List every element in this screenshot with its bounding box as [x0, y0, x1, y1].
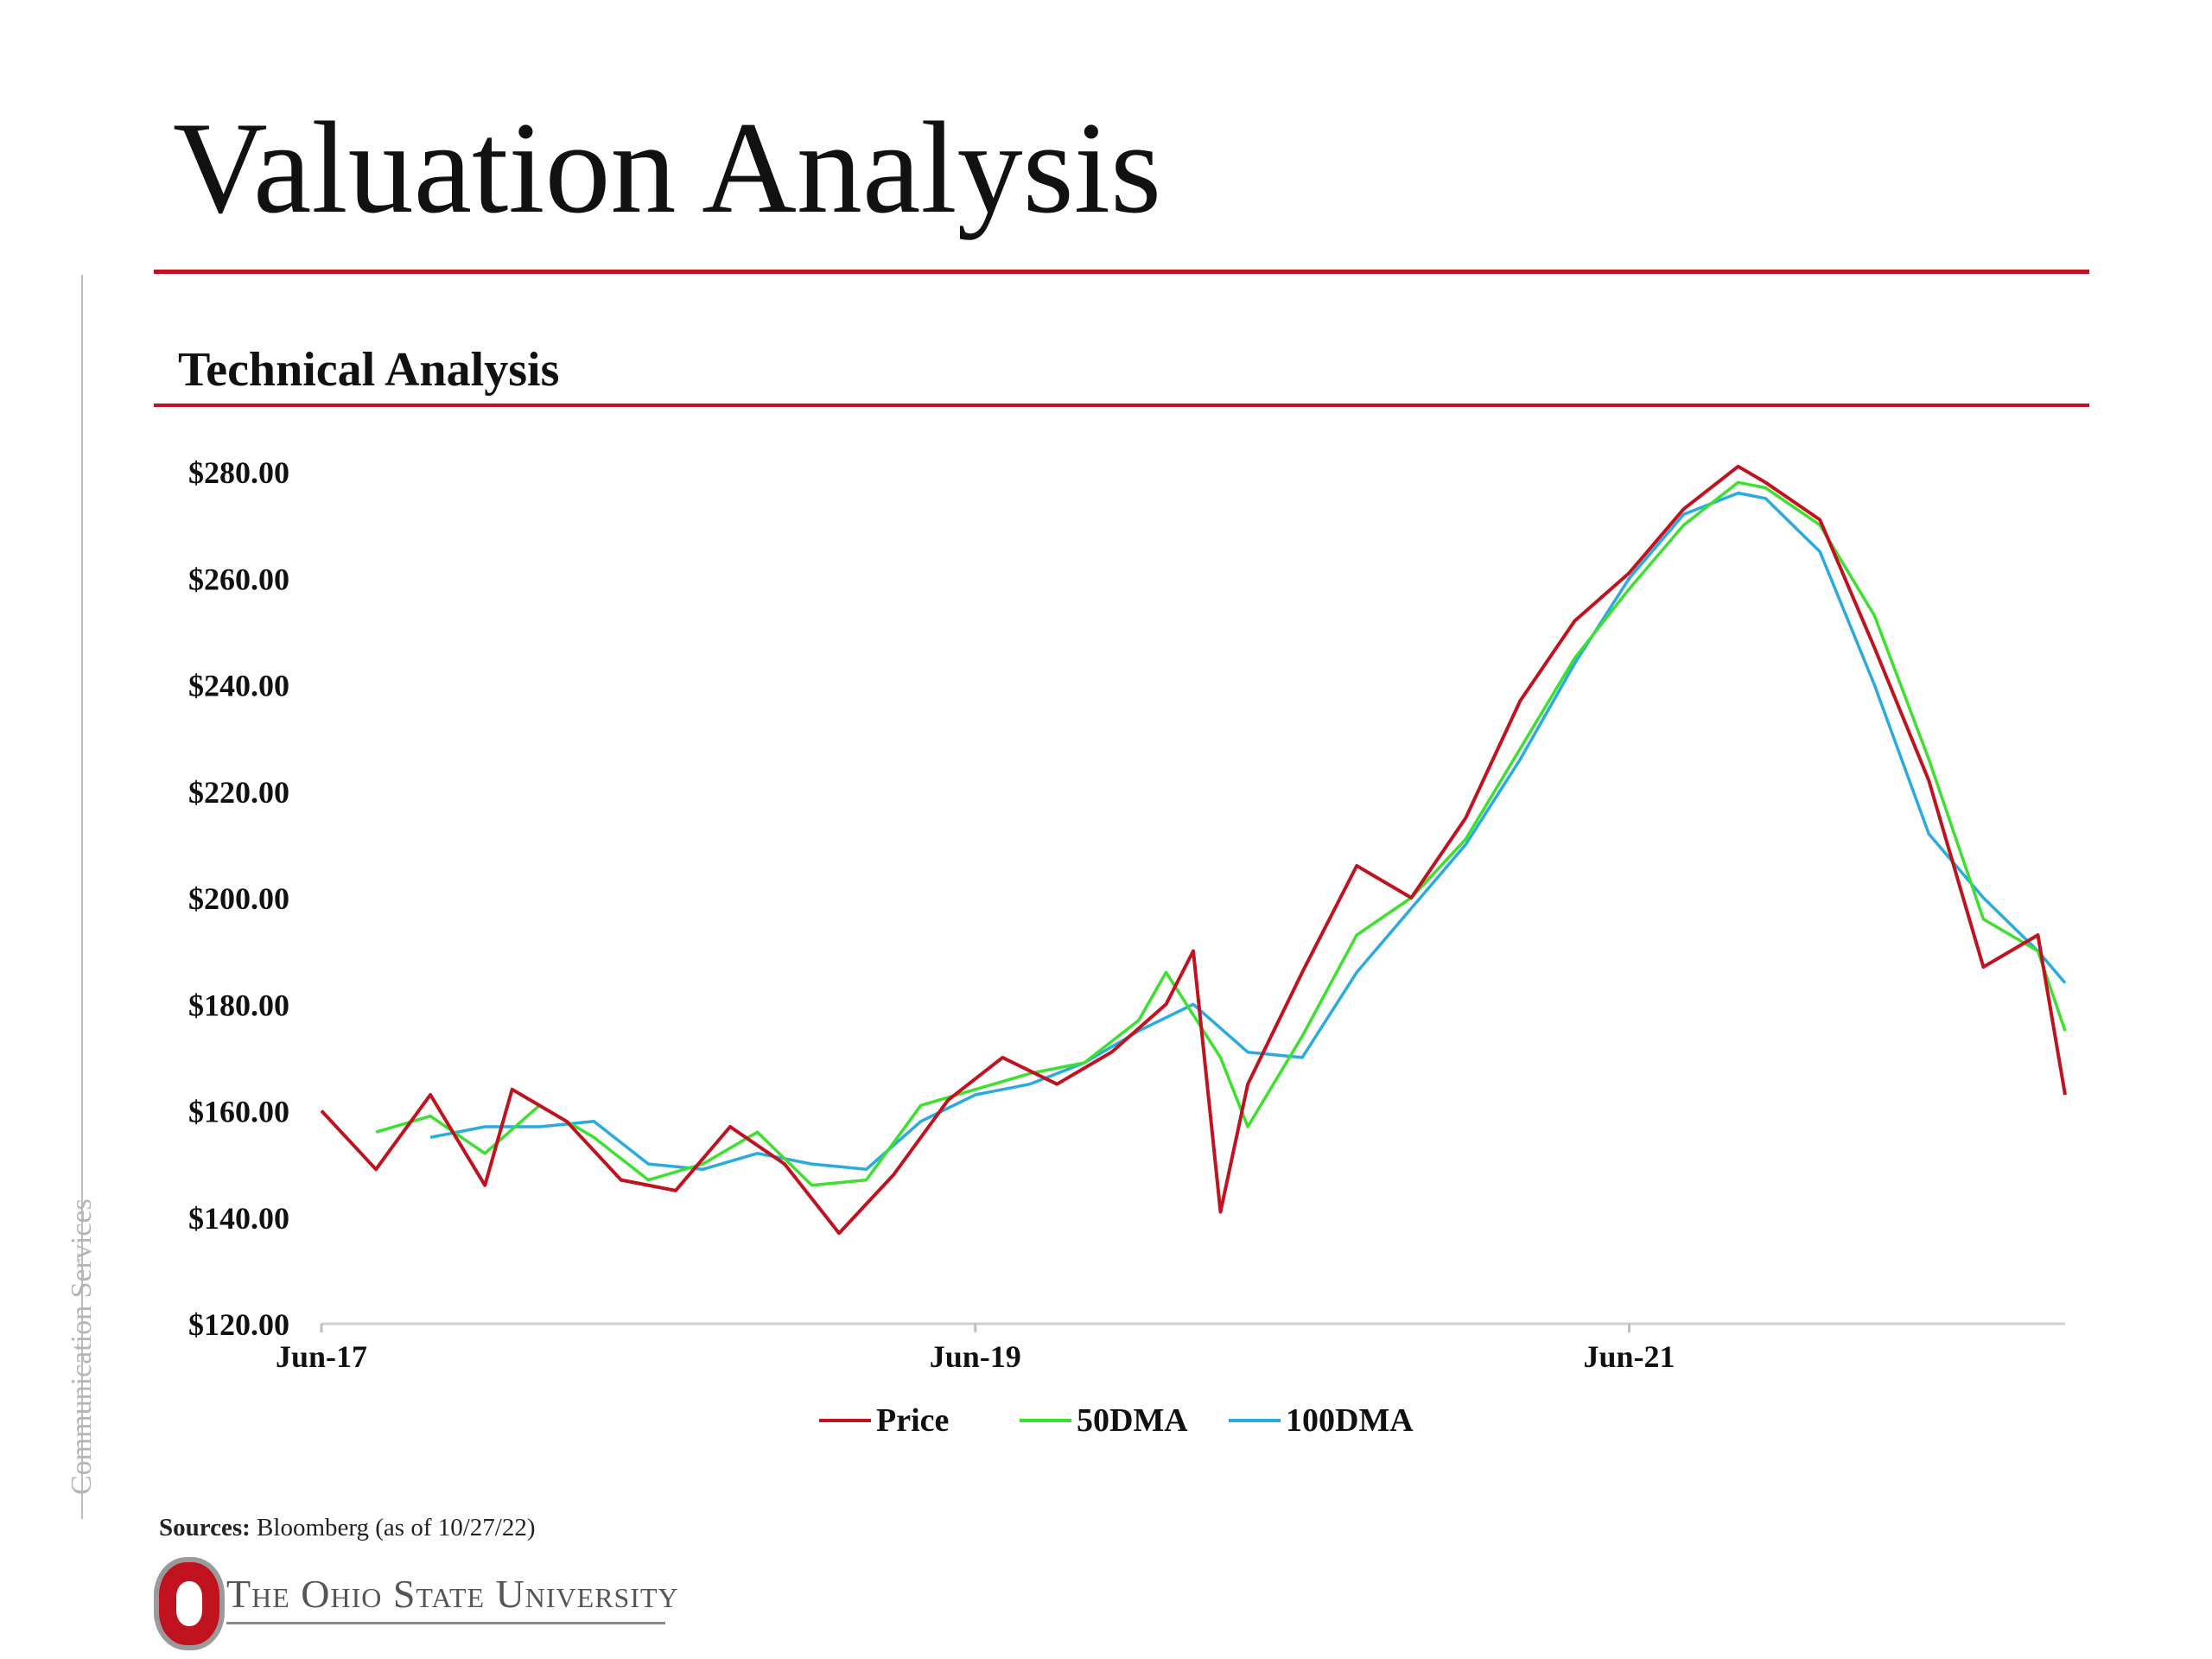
x-tick-label: Jun-19	[930, 1339, 1021, 1374]
legend-label-50dma: 50DMA	[1077, 1402, 1188, 1439]
y-tick-label: $280.00	[188, 455, 289, 490]
y-tick-label: $160.00	[188, 1095, 289, 1129]
legend: Price 50DMA 100DMA	[819, 1402, 1414, 1439]
y-tick-label: $120.00	[188, 1307, 289, 1342]
sources-note: Sources: Bloomberg (as of 10/27/22)	[159, 1514, 536, 1542]
y-tick-label: $240.00	[188, 669, 289, 703]
series-line-50dma	[375, 480, 2067, 1187]
series-line-100dma	[429, 491, 2067, 1172]
page-title: Valuation Analysis	[173, 95, 1162, 240]
university-label: The Ohio State University	[226, 1572, 679, 1616]
technical-analysis-chart: $120.00 $140.00 $160.00 $180.00 $200.00 $220.…	[188, 455, 2067, 1439]
x-axis: Jun-17 Jun-19 Jun-21	[276, 1324, 1675, 1374]
x-tick-label: Jun-21	[1583, 1339, 1675, 1374]
section-subtitle: Technical Analysis	[178, 343, 560, 397]
university-underline	[226, 1622, 665, 1624]
y-tick-label: $200.00	[188, 881, 289, 916]
title-divider	[154, 270, 2089, 274]
plot-area	[320, 464, 2067, 1236]
x-tick-label: Jun-17	[276, 1339, 367, 1374]
sources-text: Bloomberg (as of 10/27/22)	[257, 1514, 536, 1541]
y-tick-label: $140.00	[188, 1201, 289, 1236]
sources-label: Sources:	[159, 1514, 251, 1541]
university-name: The Ohio State University	[226, 1571, 679, 1617]
series-line-price	[320, 464, 2067, 1236]
y-tick-label: $180.00	[188, 988, 289, 1022]
y-tick-label: $260.00	[188, 562, 289, 596]
legend-label-100dma: 100DMA	[1286, 1402, 1414, 1439]
y-axis: $120.00 $140.00 $160.00 $180.00 $200.00 $220.…	[188, 455, 289, 1342]
subtitle-divider	[154, 404, 2089, 407]
sidebar-divider	[81, 275, 83, 1519]
y-tick-label: $220.00	[188, 775, 289, 810]
block-o-logo	[154, 1557, 225, 1650]
legend-label-price: Price	[876, 1402, 949, 1439]
